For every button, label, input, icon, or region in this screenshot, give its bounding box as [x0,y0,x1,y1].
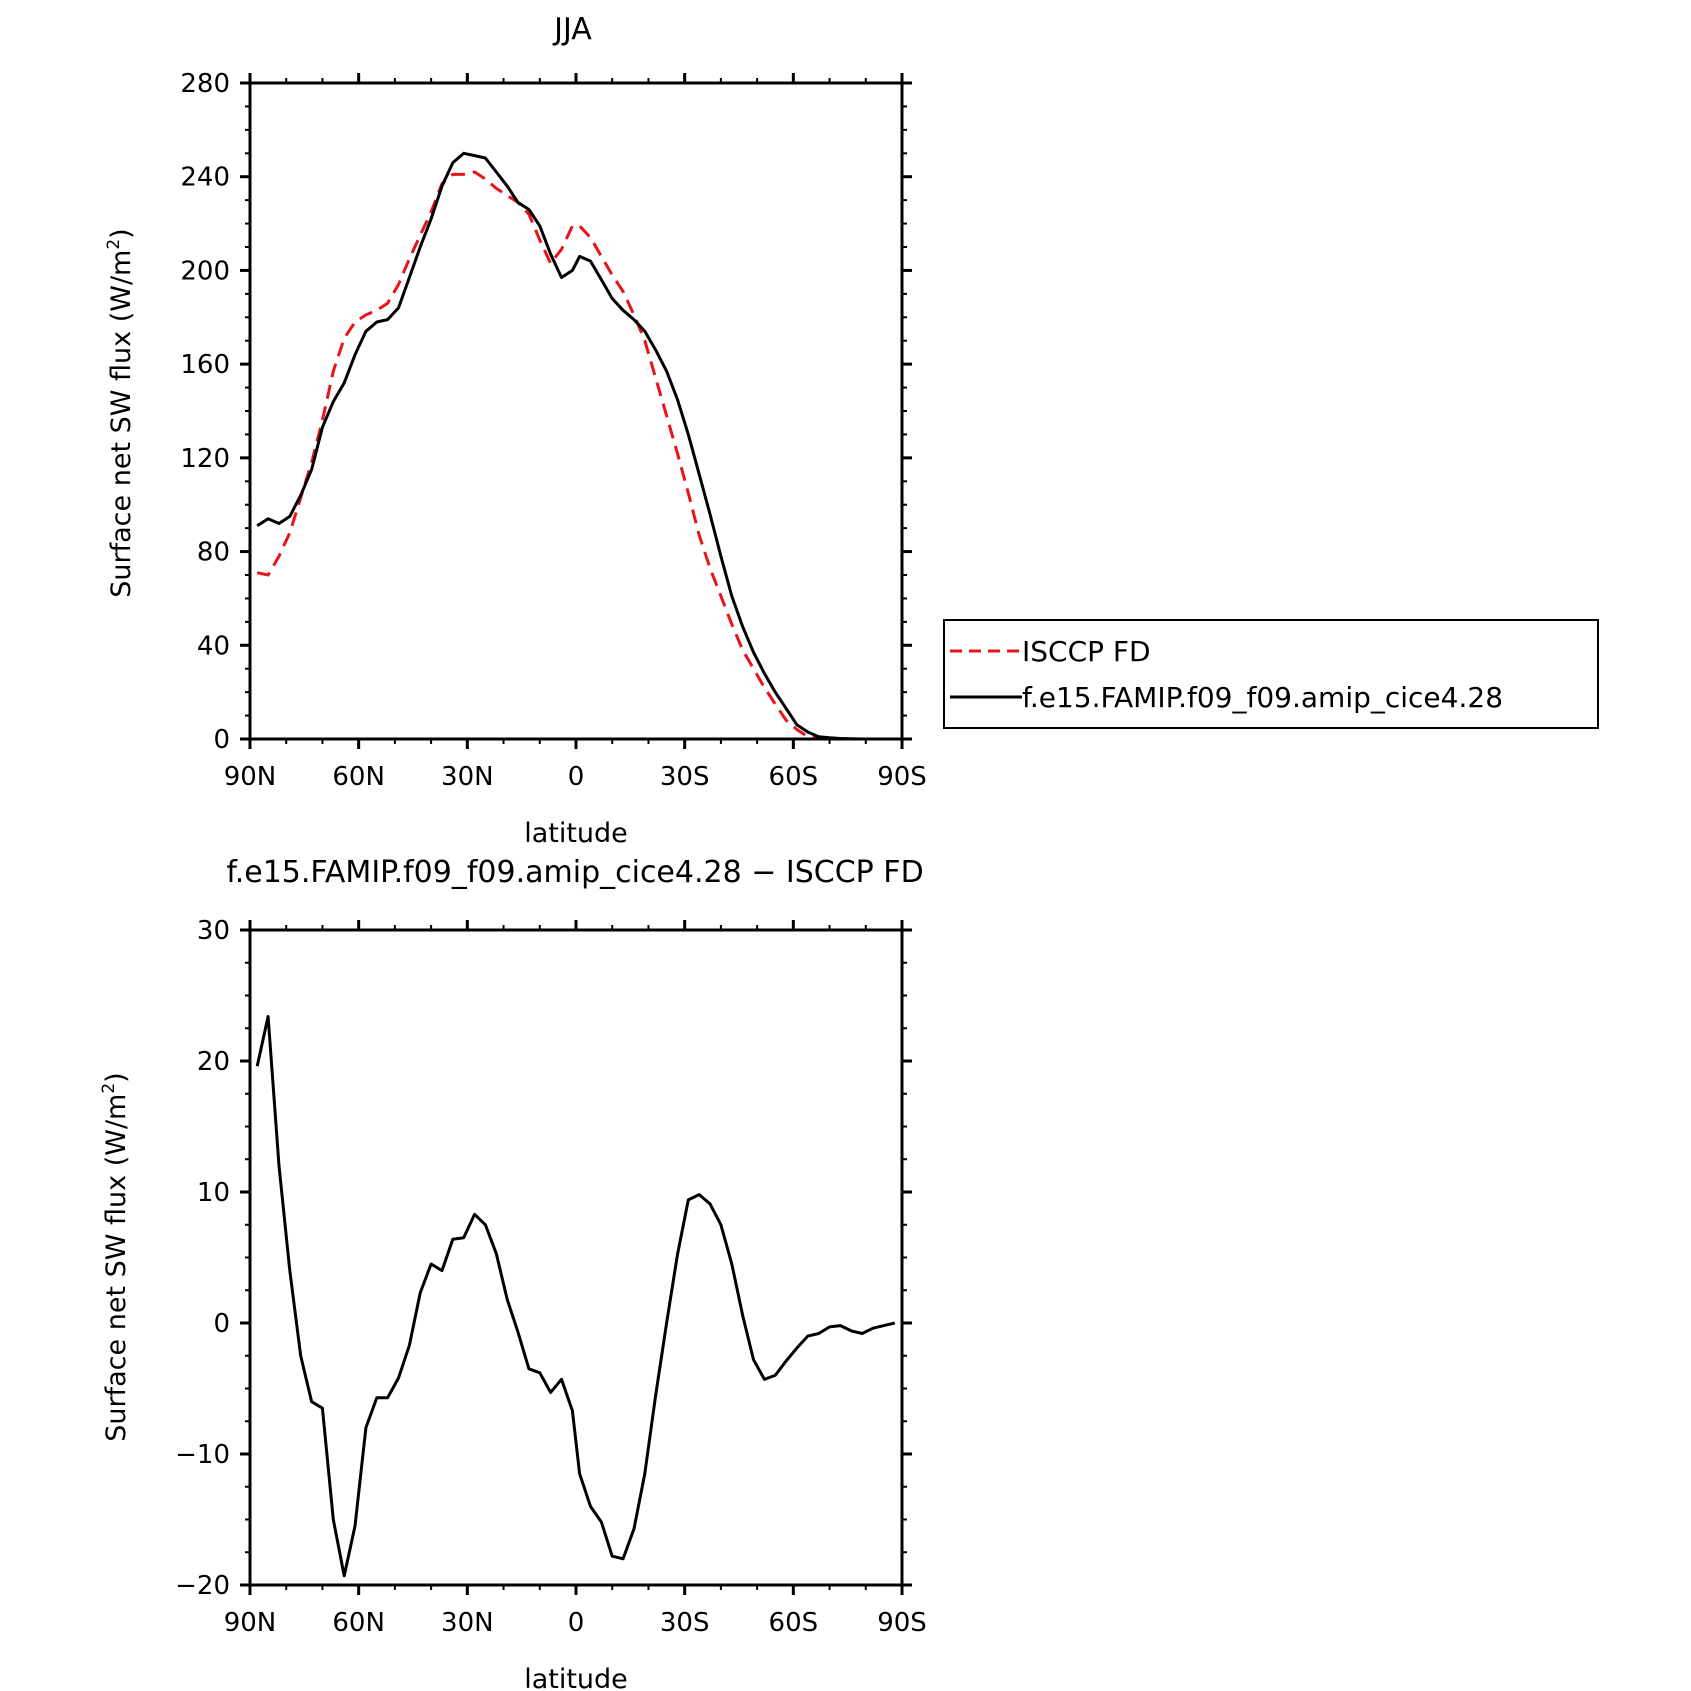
top-x-tick-label: 0 [568,762,585,792]
top-chart-frame [248,81,904,741]
bottom-chart-frame [248,928,904,1587]
top-y-tick-label: 0 [213,725,230,755]
top-series-line-1 [256,170,895,741]
top-y-tick-label: 240 [180,163,230,193]
top-series-line-2 [256,151,895,741]
top-chart-panel: JJA 90N 60N 30N 0 30S 60S 90S 0 40 80 120 160 200 240… [104,12,1599,849]
top-y-tick-label: 200 [180,256,230,286]
top-x-tick-label: 60S [769,762,819,792]
top-y-tick-label: 40 [197,631,230,661]
bottom-y-tick-label: 0 [213,1309,230,1339]
top-x-tick-label: 60N [332,762,385,792]
bottom-x-tick-label: 60S [769,1608,819,1638]
bottom-x-tick-label: 30S [660,1608,710,1638]
bottom-y-tick-label: 30 [197,916,230,946]
top-x-tick-label: 90S [877,762,927,792]
bottom-series-line-1 [255,1015,896,1578]
bottom-chart-panel: f.e15.FAMIP.f09_f09.amip_cice4.28 − ISCC… [99,855,927,1691]
top-y-tick-label: 280 [180,69,230,99]
top-chart-legend: ISCCP FD f.e15.FAMIP.f09_f09.amip_cice4.… [943,619,1599,729]
top-y-axis-title-close: ) [106,228,137,239]
top-y-tick-label: 160 [180,350,230,380]
top-y-tick-label: 80 [197,538,230,568]
top-y-axis-title: Surface net SW flux (W/m2) [104,228,137,597]
bottom-x-tick-label: 90S [877,1608,927,1638]
bottom-y-tick-label: 10 [197,1178,230,1208]
bottom-y-tick-label: 20 [197,1047,230,1077]
top-x-tick-label: 90N [224,762,277,792]
top-y-tick-label: 120 [180,444,230,474]
top-x-tick-label: 30N [441,762,494,792]
bottom-y-axis-title-close: ) [101,1072,132,1083]
legend-box [943,619,1599,729]
bottom-y-tick-label: −10 [175,1440,230,1470]
bottom-x-tick-label: 60N [332,1608,385,1638]
legend-label-isccp: ISCCP FD [1022,635,1151,668]
bottom-x-tick-label: 90N [224,1608,277,1638]
top-x-axis-title: latitude [524,818,628,849]
bottom-y-axis-title: Surface net SW flux (W/m2) [99,1072,132,1441]
top-y-axis-title-main: Surface net SW flux (W/m [106,250,137,598]
top-chart-title: JJA [552,12,592,47]
bottom-y-tick-label: −20 [175,1571,230,1601]
bottom-x-axis-title: latitude [524,1664,628,1691]
top-y-axis-title-superscript: 2 [104,239,124,250]
bottom-chart-title: f.e15.FAMIP.f09_f09.amip_cice4.28 − ISCC… [226,855,923,890]
bottom-y-axis-title-superscript: 2 [99,1083,119,1094]
legend-label-model: f.e15.FAMIP.f09_f09.amip_cice4.28 [1022,681,1503,714]
bottom-x-tick-label: 0 [568,1608,585,1638]
bottom-y-axis-title-main: Surface net SW flux (W/m [101,1094,132,1442]
top-x-tick-label: 30S [660,762,710,792]
bottom-x-tick-label: 30N [441,1608,494,1638]
